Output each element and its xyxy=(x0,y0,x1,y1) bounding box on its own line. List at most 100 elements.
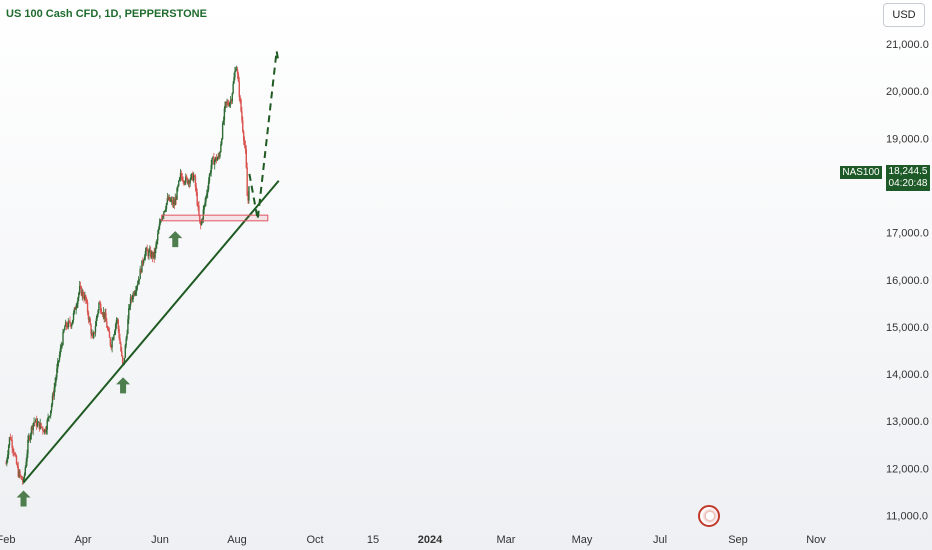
candle-body xyxy=(69,321,71,325)
candle-body xyxy=(148,251,150,257)
candle-body xyxy=(200,220,203,225)
candle-body xyxy=(162,215,164,218)
candle-body xyxy=(96,314,98,319)
candle-body xyxy=(91,333,93,335)
candle-body xyxy=(126,333,128,339)
candle-body xyxy=(219,152,221,157)
x-tick-label: Sep xyxy=(728,534,748,546)
candle-body xyxy=(208,174,211,182)
candle-body xyxy=(147,251,149,257)
candle-body xyxy=(123,357,126,363)
y-tick-label: 19,000.0 xyxy=(886,133,929,145)
last-price-value: 18,244.5 xyxy=(888,166,928,177)
candle-body xyxy=(178,180,180,186)
candle-body xyxy=(233,77,235,84)
candle-body xyxy=(73,307,76,313)
candle-body xyxy=(150,249,152,258)
candle-body xyxy=(226,102,228,104)
candle-body xyxy=(218,155,220,157)
candle-body xyxy=(35,419,37,423)
candle-body xyxy=(27,439,29,454)
candle-body xyxy=(64,326,66,331)
candle-body xyxy=(17,466,19,477)
candle-body xyxy=(120,343,122,351)
candle-body xyxy=(50,404,53,411)
candle-body xyxy=(214,157,217,161)
candle-body xyxy=(139,269,141,280)
candle-body xyxy=(246,167,248,196)
candle-body xyxy=(173,201,176,206)
candle-body xyxy=(119,338,121,344)
candle-body xyxy=(74,307,76,310)
candle-body xyxy=(33,421,35,424)
candle-body xyxy=(50,410,52,416)
candle-body xyxy=(99,302,101,304)
candle-body xyxy=(47,417,49,421)
candle-body xyxy=(191,173,193,175)
candle-body xyxy=(237,73,240,82)
candle-body xyxy=(168,197,170,200)
chart-title: US 100 Cash CFD, 1D, PEPPERSTONE xyxy=(6,8,207,20)
candle-body xyxy=(112,339,114,340)
candle-body xyxy=(239,96,241,100)
candle-body xyxy=(149,249,151,252)
candle-body xyxy=(228,104,230,106)
candle-body xyxy=(32,423,34,431)
candle-body xyxy=(38,421,41,429)
candle-body xyxy=(158,223,161,230)
candle-body xyxy=(54,382,56,388)
candle-body xyxy=(60,346,62,349)
candle-body xyxy=(87,312,90,320)
candle-body xyxy=(100,311,103,314)
candle-body xyxy=(222,120,225,124)
candle-body xyxy=(15,456,18,465)
candle-body xyxy=(5,463,7,465)
candle-body xyxy=(185,176,187,183)
y-tick-label: 16,000.0 xyxy=(886,275,929,287)
candle-body xyxy=(20,475,22,477)
candle-body xyxy=(193,175,196,177)
candle-body xyxy=(53,387,55,397)
candle-body xyxy=(142,260,145,264)
candle-body xyxy=(64,322,67,327)
candle-body xyxy=(224,101,226,109)
candle-body xyxy=(241,111,243,121)
y-tick-label: 14,000.0 xyxy=(886,369,929,381)
candle-body xyxy=(164,210,166,212)
candle-body xyxy=(229,100,232,103)
candle-body xyxy=(163,211,165,216)
candle-body xyxy=(153,251,155,258)
candle-body xyxy=(179,173,182,178)
candle-body xyxy=(26,453,28,462)
candle-body xyxy=(172,201,175,205)
candle-body xyxy=(152,251,155,258)
candle-body xyxy=(71,319,74,325)
candle-body xyxy=(71,324,73,327)
candle-body xyxy=(232,83,234,94)
candle-body xyxy=(62,332,64,345)
candle-body xyxy=(196,192,198,206)
candle-body xyxy=(36,422,39,427)
candle-body xyxy=(18,471,20,477)
candle-body xyxy=(39,423,41,429)
candle-body xyxy=(129,297,132,306)
candle-body xyxy=(75,307,77,310)
candle-body xyxy=(242,120,244,132)
candle-body xyxy=(159,221,162,224)
candle-body xyxy=(58,354,61,361)
candle-body xyxy=(11,440,13,449)
candle-body xyxy=(215,157,218,161)
candle-body xyxy=(165,203,168,209)
candle-body xyxy=(22,478,25,482)
y-tick-label: 21,000.0 xyxy=(886,39,929,51)
x-tick-label: May xyxy=(572,534,593,546)
candle-body xyxy=(207,189,209,194)
candle-body xyxy=(211,157,213,165)
candle-body xyxy=(113,334,115,340)
candle-body xyxy=(128,305,131,309)
currency-button[interactable]: USD xyxy=(883,3,925,27)
candle-body xyxy=(21,476,23,480)
candle-body xyxy=(85,300,88,303)
candle-body xyxy=(154,248,156,258)
